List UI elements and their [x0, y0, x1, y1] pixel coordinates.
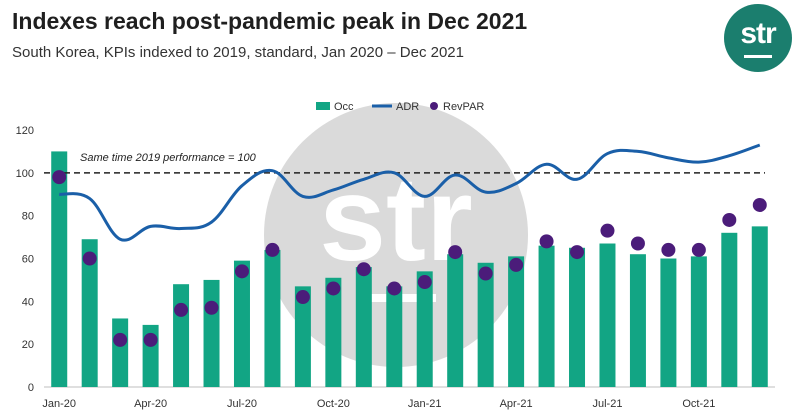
occ-bar — [112, 318, 129, 387]
y-tick-label: 20 — [22, 339, 34, 351]
x-tick-label: Jul-20 — [227, 398, 257, 410]
occ-bar — [447, 254, 464, 387]
revpar-dot — [600, 223, 615, 238]
occ-bar — [660, 258, 677, 387]
revpar-dot — [174, 302, 189, 317]
occ-bar — [264, 249, 281, 387]
y-tick-label: 120 — [16, 125, 34, 137]
occ-bar — [416, 271, 433, 387]
revpar-dot — [448, 245, 463, 260]
x-tick-label: Jul-21 — [592, 398, 622, 410]
revpar-dot — [661, 242, 676, 257]
revpar-dot — [356, 262, 371, 277]
revpar-dot — [82, 251, 97, 266]
chart-title: Indexes reach post-pandemic peak in Dec … — [12, 8, 528, 34]
revpar-dot — [52, 170, 67, 185]
x-tick-label: Apr-21 — [500, 398, 533, 410]
revpar-dot — [387, 281, 402, 296]
legend-occ-swatch — [316, 102, 330, 110]
reference-layer: Same time 2019 performance = 100 — [44, 152, 765, 174]
occ-bar — [81, 239, 98, 387]
revpar-dot — [417, 275, 432, 290]
occ-bar — [355, 267, 372, 387]
revpar-dot — [234, 264, 249, 279]
revpar-dot — [722, 212, 737, 227]
reference-label: Same time 2019 performance = 100 — [80, 152, 257, 164]
axis-layer: 0 20 40 60 80 100 120 Jan-20 Apr-20 Jul-20 Oct-20 J… — [16, 125, 775, 410]
x-tick-label: Oct-20 — [317, 398, 350, 410]
occ-bar — [325, 277, 342, 387]
occ-bar — [690, 256, 707, 387]
occ-bar — [751, 226, 768, 387]
legend-adr-label: ADR — [396, 101, 419, 113]
occ-bar — [203, 279, 220, 387]
occ-bar — [599, 243, 616, 387]
y-tick-label: 60 — [22, 254, 34, 266]
x-tick-label: Jan-20 — [42, 398, 76, 410]
revpar-dot — [265, 242, 280, 257]
occ-bar — [569, 247, 586, 387]
occ-bar — [629, 254, 646, 387]
occ-bar — [386, 286, 403, 387]
occ-bar — [538, 245, 555, 387]
x-tick-label: Apr-20 — [134, 398, 167, 410]
occ-bar — [294, 286, 311, 387]
revpar-dot — [752, 197, 767, 212]
occ-bar — [233, 260, 250, 387]
revpar-dot — [570, 245, 585, 260]
revpar-dot — [478, 266, 493, 281]
str-logo: str — [724, 4, 792, 72]
y-tick-label: 0 — [28, 382, 34, 394]
str-logo-underline — [744, 55, 772, 58]
revpar-dot — [326, 281, 341, 296]
legend: Occ ADR RevPAR — [316, 101, 484, 113]
revpar-dot — [691, 242, 706, 257]
revpar-dot — [113, 332, 128, 347]
revpar-dot — [539, 234, 554, 249]
revpar-dots — [52, 170, 767, 347]
revpar-dot — [204, 300, 219, 315]
y-tick-label: 40 — [22, 296, 34, 308]
legend-occ-label: Occ — [334, 101, 354, 113]
legend-revpar-swatch — [430, 102, 438, 110]
occ-bar — [51, 151, 68, 387]
occ-bar — [508, 256, 525, 387]
y-tick-label: 100 — [16, 168, 34, 180]
occ-bar — [173, 284, 190, 387]
revpar-dot — [295, 290, 310, 305]
occ-bar — [477, 262, 494, 387]
revpar-dot — [143, 332, 158, 347]
adr-line-layer — [59, 143, 761, 242]
chart-subtitle: South Korea, KPIs indexed to 2019, stand… — [12, 44, 464, 61]
adr-line — [59, 143, 761, 242]
occ-bar — [721, 232, 738, 387]
y-tick-label: 80 — [22, 211, 34, 223]
legend-revpar-label: RevPAR — [443, 101, 484, 113]
x-tick-label: Oct-21 — [682, 398, 715, 410]
revpar-dot — [630, 236, 645, 251]
revpar-dot — [509, 257, 524, 272]
x-tick-label: Jan-21 — [408, 398, 442, 410]
